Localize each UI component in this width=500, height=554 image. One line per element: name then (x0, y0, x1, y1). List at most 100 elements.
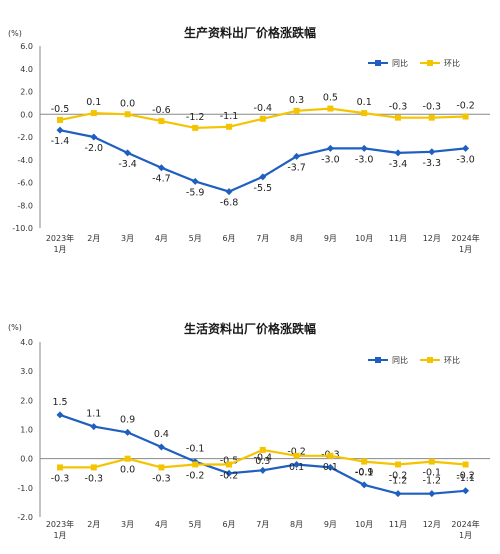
data-point-mom (158, 464, 165, 471)
data-point-mom (90, 464, 97, 471)
x-tick-label: 2023年 (46, 519, 74, 529)
data-label-yoy: 1.1 (86, 409, 101, 420)
data-point-mom (395, 114, 401, 121)
data-point-yoy (225, 469, 233, 477)
legend-label-yoy: 同比 (392, 355, 408, 365)
data-label-mom: -0.5 (51, 104, 70, 115)
data-point-mom (428, 458, 435, 465)
y-tick-label: -8.0 (17, 201, 33, 210)
data-label-yoy: -3.0 (355, 154, 374, 165)
data-label-mom: -0.2 (186, 471, 205, 482)
legend-marker-yoy (375, 60, 381, 66)
data-label-yoy: -1.4 (51, 136, 70, 147)
x-tick-label: 10月 (355, 520, 373, 529)
data-point-mom (259, 446, 266, 453)
data-label-yoy: -0.1 (186, 444, 205, 455)
data-label-yoy: -5.9 (186, 187, 205, 198)
data-point-mom (124, 111, 131, 118)
x-tick-label: 8月 (290, 520, 303, 529)
y-tick-label: 4.0 (20, 338, 33, 347)
data-label-mom: 0.3 (289, 95, 304, 106)
x-tick-label: 6月 (222, 520, 235, 529)
data-point-mom (226, 461, 232, 468)
data-point-mom (226, 123, 232, 130)
legend-label-mom: 环比 (444, 58, 460, 68)
data-point-mom (327, 105, 334, 112)
data-point-mom (462, 461, 469, 468)
data-label-yoy: -1.2 (389, 476, 408, 487)
data-point-yoy (462, 487, 470, 495)
data-point-mom (158, 118, 165, 125)
x-tick-label: 9月 (324, 520, 337, 529)
data-point-yoy (124, 149, 132, 157)
y-tick-label: 0.0 (20, 110, 33, 119)
x-tick-label: 11月 (389, 234, 407, 243)
x-tick-label: 2024年 (451, 233, 479, 243)
data-label-mom: -0.3 (85, 473, 104, 484)
x-tick-label: 2月 (87, 520, 100, 529)
data-label-mom: -0.3 (389, 102, 408, 113)
x-tick-label: 9月 (324, 234, 337, 243)
x-tick-label: 3月 (121, 520, 134, 529)
data-point-mom (124, 455, 131, 462)
data-label-mom: -0.2 (220, 471, 239, 482)
data-label-yoy: -3.4 (118, 159, 137, 170)
x-tick-label: 12月 (423, 520, 441, 529)
data-label-yoy: -0.4 (254, 452, 273, 463)
y-tick-label: -6.0 (17, 179, 33, 188)
data-point-mom (90, 110, 97, 117)
x-tick-label: 7月 (256, 234, 269, 243)
data-point-yoy (394, 490, 402, 498)
x-tick-label: 1月 (53, 245, 66, 254)
data-label-yoy: -2.0 (85, 143, 104, 154)
data-point-yoy (157, 164, 165, 172)
data-label-mom: 0.1 (289, 462, 304, 473)
data-point-yoy (259, 173, 267, 181)
data-label-mom: 0.0 (120, 465, 135, 476)
data-label-yoy: -3.3 (423, 158, 442, 169)
data-point-mom (361, 458, 368, 465)
data-label-mom: -0.3 (51, 473, 70, 484)
data-label-yoy: -0.5 (220, 455, 239, 466)
data-label-yoy: 0.4 (154, 429, 169, 440)
x-tick-label: 7月 (256, 520, 269, 529)
y-tick-label: -1.0 (17, 484, 33, 493)
data-point-mom (293, 452, 300, 459)
data-label-yoy: -0.9 (355, 467, 374, 478)
data-label-yoy: -3.7 (287, 162, 306, 173)
data-point-mom (395, 461, 401, 468)
data-label-yoy: -6.8 (220, 198, 239, 209)
data-point-mom (192, 461, 199, 468)
legend-label-mom: 环比 (444, 355, 460, 365)
x-tick-label: 10月 (355, 234, 373, 243)
x-tick-label: 5月 (189, 234, 202, 243)
legend-marker-yoy (375, 357, 381, 363)
data-label-mom: -1.1 (220, 111, 239, 122)
data-point-yoy (56, 126, 64, 134)
data-label-mom: -0.4 (254, 103, 273, 114)
legend-marker-mom (427, 60, 433, 66)
y-tick-label: -4.0 (17, 156, 33, 165)
data-point-yoy (293, 461, 301, 468)
x-tick-label: 4月 (155, 520, 168, 529)
data-label-yoy: -3.0 (456, 154, 475, 165)
data-point-yoy (191, 177, 199, 185)
data-label-mom: -1.2 (186, 112, 205, 123)
data-label-mom: 0.1 (357, 97, 372, 108)
data-label-mom: -0.3 (152, 473, 171, 484)
x-tick-label: 4月 (155, 234, 168, 243)
x-tick-label: 11月 (389, 520, 407, 529)
data-point-yoy (360, 481, 368, 489)
data-point-mom (361, 110, 368, 117)
x-tick-label: 2月 (87, 234, 100, 243)
x-tick-label: 12月 (423, 234, 441, 243)
x-tick-label: 3月 (121, 234, 134, 243)
x-tick-label: 1月 (459, 531, 472, 540)
y-tick-label: -2.0 (17, 513, 33, 522)
data-label-mom: 0.1 (86, 97, 101, 108)
y-tick-label: 2.0 (20, 88, 33, 97)
chart-living-materials: 生活资料出厂价格涨跌幅 (%) 4.0 3.0 2.0 1.0 0.0 -1.0 -2.0 202… (8, 321, 490, 540)
chart-title: 生活资料出厂价格涨跌幅 (184, 321, 316, 336)
data-point-mom (57, 464, 63, 471)
x-tick-label: 5月 (189, 520, 202, 529)
